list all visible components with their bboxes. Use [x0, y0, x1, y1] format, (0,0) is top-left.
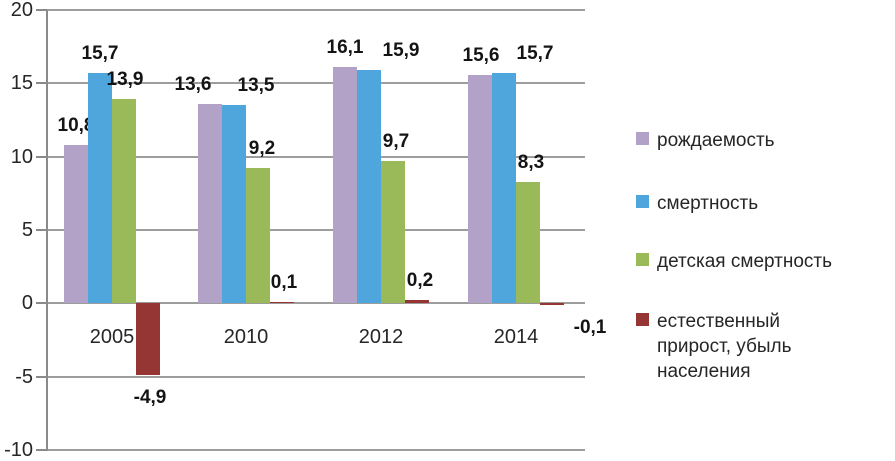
y-axis-tick: [36, 375, 47, 378]
data-label: 10,8: [57, 114, 95, 136]
y-axis-tick: [36, 302, 47, 305]
y-axis-tick: [36, 449, 47, 451]
gridline-0: [47, 302, 585, 305]
y-axis-tick: [36, 9, 47, 11]
y-axis-line: [46, 10, 48, 451]
data-label: 8,3: [517, 151, 545, 173]
y-axis-label: 10: [10, 145, 33, 168]
data-label: 13,9: [106, 69, 144, 91]
bar-естественный-2012: [405, 300, 429, 304]
category-label-2014: 2014: [493, 326, 539, 348]
category-label-2010: 2010: [223, 326, 269, 348]
bar-рождаемость-2012: [333, 67, 357, 304]
y-axis-tick: [36, 229, 47, 231]
bar-естественный-2014: [540, 303, 564, 305]
gridline--10: [47, 449, 585, 451]
bar-естественный-2005: [136, 303, 160, 376]
bar-смертность-2012: [357, 70, 381, 304]
legend-swatch-icon: [636, 132, 649, 145]
data-label: -0,1: [573, 316, 607, 338]
bar-детская-2012: [381, 161, 405, 304]
legend-swatch-icon: [636, 313, 649, 326]
y-axis-label: 5: [21, 219, 33, 241]
y-axis-label: 20: [10, 0, 33, 21]
data-label: 0,1: [270, 271, 298, 293]
y-axis-label: -10: [4, 439, 33, 461]
legend-label: естественный прирост, убыль населения: [657, 311, 792, 382]
bar-естественный-2010: [270, 301, 294, 304]
bar-смертность-2005: [88, 73, 112, 304]
data-label: 16,1: [326, 37, 364, 59]
y-axis-label: 15: [10, 72, 33, 95]
data-label: 0,2: [406, 270, 434, 292]
data-label: 13,5: [237, 75, 275, 97]
data-label: 15,7: [516, 43, 554, 65]
bar-рождаемость-2014: [468, 74, 492, 304]
data-label: -4,9: [133, 387, 167, 409]
bar-рождаемость-2005: [64, 144, 88, 304]
data-label: 9,2: [248, 138, 276, 160]
bar-детская-2005: [112, 99, 136, 304]
bar-детская-2010: [246, 168, 270, 304]
y-axis-label: 0: [21, 292, 33, 315]
legend-item-3: детская смертность: [636, 249, 832, 274]
y-axis-tick: [36, 82, 47, 85]
category-label-2012: 2012: [358, 326, 404, 348]
bar-детская-2014: [516, 181, 540, 304]
legend-label: детская смертность: [657, 251, 833, 272]
legend-item-4: естественный прирост, убыль населения: [636, 309, 895, 384]
gridline-5: [47, 229, 585, 231]
legend-item-2: смертность: [636, 191, 758, 216]
bar-смертность-2014: [492, 73, 516, 304]
data-label: 15,6: [462, 44, 500, 66]
gridline-20: [47, 9, 585, 11]
y-axis-tick: [36, 155, 47, 158]
gridline-15: [47, 82, 585, 85]
data-label: 9,7: [382, 131, 410, 153]
gridline-10: [47, 155, 585, 158]
legend-label: рождаемость: [657, 130, 775, 151]
bar-рождаемость-2010: [198, 103, 222, 304]
gridline--5: [47, 375, 585, 378]
data-label: 13,6: [174, 73, 212, 95]
bar-смертность-2010: [222, 105, 246, 304]
data-label: 15,7: [81, 43, 119, 65]
legend-label: смертность: [657, 193, 759, 214]
data-label: 15,9: [382, 40, 420, 62]
legend-item-1: рождаемость: [636, 128, 775, 153]
legend-swatch-icon: [636, 195, 649, 208]
legend-swatch-icon: [636, 253, 649, 266]
category-label-2005: 2005: [89, 326, 135, 348]
y-axis-label: -5: [15, 365, 33, 388]
